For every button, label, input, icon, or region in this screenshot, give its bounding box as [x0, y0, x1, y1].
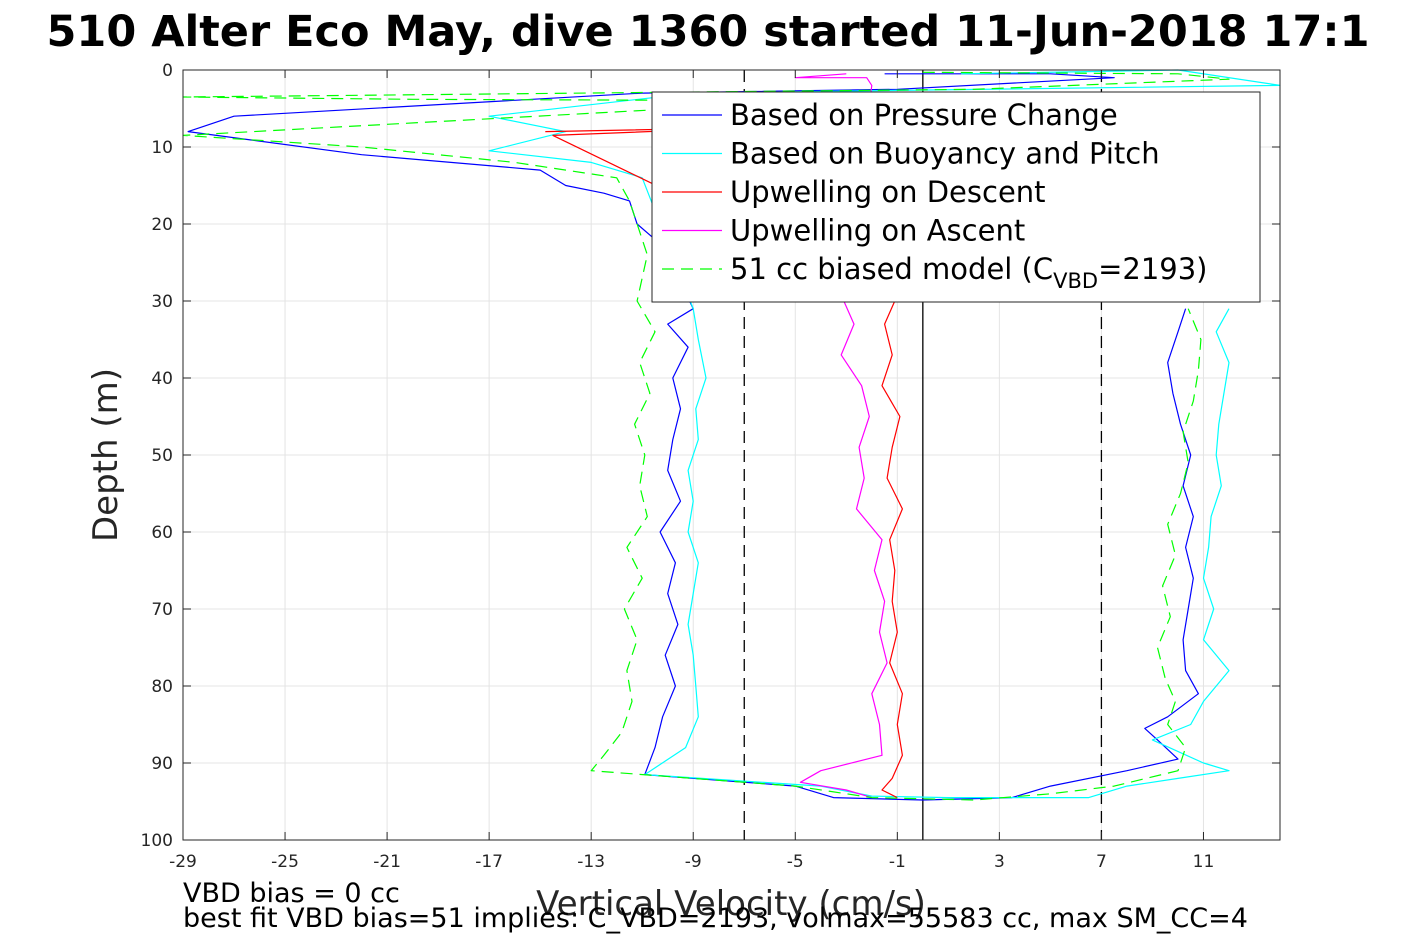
- x-tick-label: -25: [271, 852, 299, 872]
- legend-label-text: Upwelling on Ascent: [730, 214, 1025, 248]
- legend-label-suffix: =2193): [1098, 252, 1207, 286]
- y-axis-ticks: 0 10 20 30 40 50 60 70 80 90 100: [141, 61, 1280, 851]
- x-tick-label: -5: [787, 852, 804, 872]
- y-axis-label: Depth (m): [86, 368, 126, 542]
- series-line-3: [545, 127, 904, 799]
- legend-box: [651, 91, 1261, 303]
- x-tick-label: -13: [577, 852, 605, 872]
- y-tick-label: 40: [151, 369, 173, 389]
- x-tick-label: -17: [475, 852, 503, 872]
- x-tick-label: 7: [1096, 852, 1107, 872]
- legend-label: Upwelling on Descent: [730, 175, 1046, 209]
- legend-label: Upwelling on Ascent: [730, 214, 1025, 248]
- legend: Based on Pressure Change Based on Buoyanc…: [651, 91, 1261, 303]
- y-tick-label: 90: [151, 754, 173, 774]
- x-axis-ticks: -29 -25 -21 -17 -13 -9 -5 -1 3 7 11: [169, 70, 1214, 872]
- y-tick-label: 100: [141, 831, 173, 851]
- legend-label-subscript: VBD: [1053, 269, 1098, 293]
- y-tick-label: 60: [151, 523, 173, 543]
- x-tick-label: -1: [889, 852, 906, 872]
- x-tick-label: -9: [685, 852, 702, 872]
- y-tick-label: 20: [151, 215, 173, 235]
- y-tick-label: 30: [151, 292, 173, 312]
- y-tick-label: 50: [151, 446, 173, 466]
- y-tick-label: 0: [162, 61, 173, 81]
- footer-best-fit: best fit VBD bias=51 implies: C_VBD=2193…: [183, 903, 1248, 934]
- legend-label-text: Based on Pressure Change: [730, 98, 1118, 132]
- x-tick-label: -29: [169, 852, 197, 872]
- chart-title: 510 Alter Eco May, dive 1360 started 11-…: [46, 7, 1369, 57]
- x-tick-label: -21: [373, 852, 401, 872]
- y-tick-label: 10: [151, 138, 173, 158]
- x-axis-label: Vertical Velocity (cm/s): [536, 884, 926, 924]
- legend-label-text: Based on Buoyancy and Pitch: [730, 137, 1160, 171]
- x-tick-label: 11: [1193, 852, 1215, 872]
- legend-label-text: 51 cc biased model (C: [730, 252, 1053, 286]
- legend-label-text: Upwelling on Descent: [730, 175, 1046, 209]
- x-tick-label: 3: [994, 852, 1005, 872]
- series-line-1: [187, 73, 1200, 801]
- series-line-5: [182, 71, 1230, 801]
- y-tick-label: 80: [151, 677, 173, 697]
- y-tick-label: 70: [151, 600, 173, 620]
- legend-label: Based on Pressure Change: [730, 98, 1118, 132]
- footer-vbd-bias: VBD bias = 0 cc: [183, 878, 400, 909]
- legend-label: 51 cc biased model (CVBD=2193): [730, 252, 1208, 293]
- legend-label: Based on Buoyancy and Pitch: [730, 137, 1160, 171]
